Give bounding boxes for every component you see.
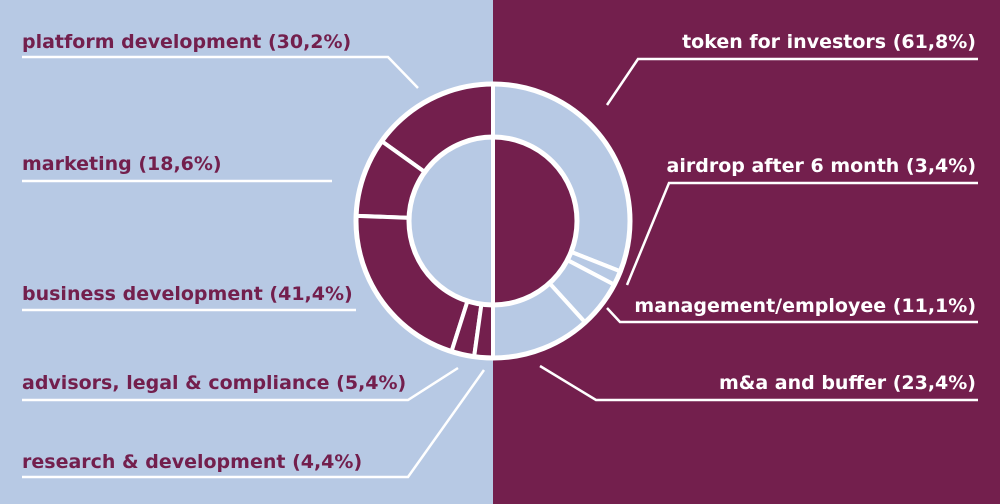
label-management-employee-11-1: management/employee (11,1%) (634, 295, 976, 317)
leader-line-platform-development-30-2 (22, 55, 419, 89)
label-research-development-4-4: research & development (4,4%) (22, 451, 362, 473)
left-panel-background (0, 0, 493, 504)
donut-rings (353, 81, 633, 361)
label-airdrop-after-6-month-3-4: airdrop after 6 month (3,4%) (667, 155, 976, 177)
leader-line-management-employee-11-1 (606, 307, 978, 324)
label-business-development-41-4: business development (41,4%) (22, 283, 353, 305)
leader-line-research-development-4-4 (22, 369, 486, 479)
leader-line-m-a-and-buffer-23-4 (539, 364, 978, 402)
leader-line-airdrop-after-6-month-3-4 (625, 181, 978, 286)
label-m-a-and-buffer-23-4: m&a and buffer (23,4%) (719, 372, 976, 394)
leader-line-advisors-legal-compliance-5-4 (22, 366, 459, 402)
segment-labels: platform development (30,2%) marketing (1… (22, 31, 976, 473)
leader-lines (22, 55, 978, 479)
label-marketing-18-6: marketing (18,6%) (22, 153, 222, 175)
label-token-for-investors-61-8: token for investors (61,8%) (682, 31, 976, 53)
label-platform-development-30-2: platform development (30,2%) (22, 31, 351, 53)
leader-line-token-for-investors-61-8 (605, 57, 978, 106)
label-advisors-legal-compliance-5-4: advisors, legal & compliance (5,4%) (22, 372, 406, 394)
